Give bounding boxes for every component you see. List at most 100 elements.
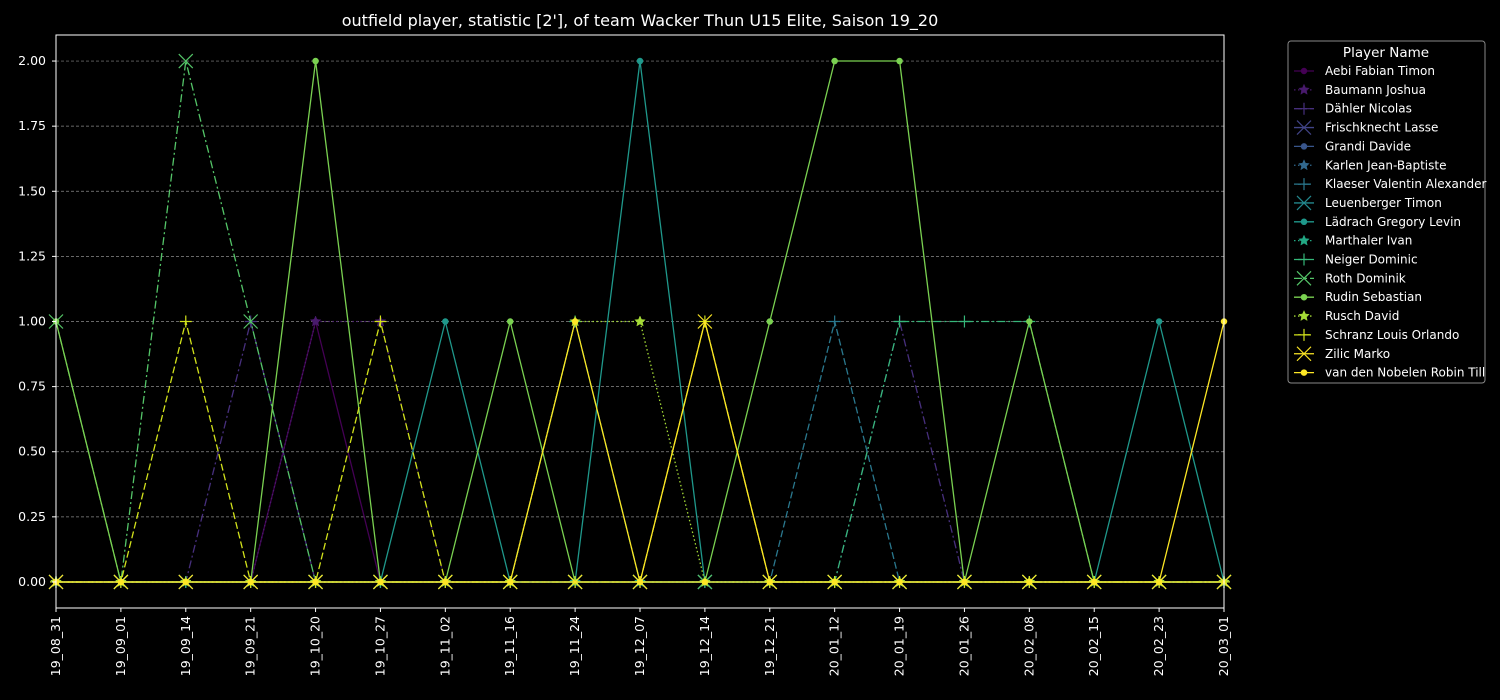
data-point bbox=[896, 57, 903, 65]
legend-item: Frischknecht Lasse bbox=[1294, 120, 1438, 135]
legend-item: Grandi Davide bbox=[1294, 139, 1411, 153]
y-tick-label: 2.00 bbox=[18, 53, 46, 68]
legend-item: Roth Dominik bbox=[1294, 270, 1406, 286]
data-point bbox=[701, 578, 709, 586]
legend-item: van den Nobelen Robin Till bbox=[1294, 366, 1485, 380]
data-point bbox=[442, 318, 449, 325]
data-point bbox=[831, 57, 838, 65]
x-tick-label: 19_09_14 bbox=[178, 616, 193, 676]
legend-marker bbox=[1300, 369, 1308, 376]
data-point bbox=[442, 578, 449, 586]
data-point bbox=[831, 578, 838, 586]
data-point bbox=[374, 315, 387, 328]
data-point bbox=[896, 578, 903, 586]
data-point bbox=[961, 578, 968, 586]
data-point bbox=[636, 578, 644, 586]
legend-marker bbox=[1298, 234, 1310, 246]
data-point bbox=[377, 578, 384, 586]
legend-item: Karlen Jean-Baptiste bbox=[1294, 158, 1446, 172]
legend-item: Lädrach Gregory Levin bbox=[1294, 215, 1461, 229]
legend-label: Grandi Davide bbox=[1325, 139, 1411, 153]
data-point bbox=[1090, 578, 1098, 586]
legend-label: Lädrach Gregory Levin bbox=[1325, 215, 1461, 229]
legend-marker bbox=[1296, 195, 1312, 211]
legend-marker bbox=[1298, 328, 1310, 341]
legend-label: van den Nobelen Robin Till bbox=[1325, 366, 1485, 380]
x-tick-label: 20_02_08 bbox=[1021, 616, 1036, 676]
legend-label: Frischknecht Lasse bbox=[1325, 121, 1438, 135]
legend-marker bbox=[1298, 178, 1310, 191]
legend-marker bbox=[1300, 293, 1308, 301]
y-tick-label: 1.50 bbox=[18, 183, 46, 198]
legend-item: Rusch David bbox=[1294, 309, 1399, 323]
legend-marker bbox=[1298, 309, 1310, 322]
data-point bbox=[312, 57, 319, 65]
x-tick-label: 19_12_07 bbox=[632, 616, 647, 676]
legend-label: Zilic Marko bbox=[1325, 347, 1390, 361]
legend-frame bbox=[1287, 40, 1486, 384]
legend-item: Dähler Nicolas bbox=[1294, 102, 1412, 116]
data-point bbox=[117, 578, 125, 586]
x-axis: 19_08_31 19_09_01 19_09_14 19_09_21 19_10_20… bbox=[48, 608, 1231, 676]
legend-label: Baumann Joshua bbox=[1325, 83, 1426, 97]
data-point bbox=[567, 574, 583, 590]
y-tick-label: 1.75 bbox=[18, 118, 46, 133]
data-point bbox=[312, 578, 319, 586]
legend-label: Aebi Fabian Timon bbox=[1325, 64, 1435, 78]
legend-item: Klaeser Valentin Alexander bbox=[1294, 177, 1487, 191]
legend-item: Schranz Louis Orlando bbox=[1294, 328, 1459, 342]
legend-marker bbox=[1298, 159, 1310, 171]
legend-item: Baumann Joshua bbox=[1294, 83, 1426, 97]
x-tick-label: 19_12_21 bbox=[762, 616, 777, 676]
data-point bbox=[1155, 578, 1163, 586]
legend-label: Klaeser Valentin Alexander bbox=[1325, 177, 1487, 191]
data-point bbox=[247, 578, 254, 586]
data-point bbox=[636, 57, 644, 65]
legend-label: Schranz Louis Orlando bbox=[1325, 328, 1459, 342]
chart-title: outfield player, statistic [2'], of team… bbox=[342, 11, 939, 31]
legend-label: Dähler Nicolas bbox=[1325, 102, 1412, 116]
legend-title: Player Name bbox=[1343, 45, 1429, 61]
legend-label: Rusch David bbox=[1325, 309, 1399, 323]
x-tick-label: 20_02_23 bbox=[1151, 616, 1166, 676]
x-tick-label: 20_01_12 bbox=[827, 616, 842, 676]
y-axis: 0.00 0.25 0.50 0.75 1.00 1.25 1.50 1.75 2.00 bbox=[18, 53, 56, 589]
legend-item: Marthaler Ivan bbox=[1294, 234, 1412, 248]
legend-label: Neiger Dominic bbox=[1325, 253, 1418, 267]
legend-label: Marthaler Ivan bbox=[1325, 234, 1412, 248]
legend-label: Roth Dominik bbox=[1325, 271, 1406, 285]
data-point bbox=[182, 578, 190, 586]
data-point bbox=[697, 314, 713, 329]
legend-marker bbox=[1296, 120, 1312, 135]
x-tick-label: 20_01_26 bbox=[956, 616, 971, 676]
x-tick-label: 20_03_01 bbox=[1216, 616, 1231, 676]
x-tick-label: 19_08_31 bbox=[48, 616, 63, 676]
y-tick-label: 1.25 bbox=[18, 248, 46, 263]
legend-item: Leuenberger Timon bbox=[1294, 195, 1442, 211]
x-tick-label: 20_02_15 bbox=[1086, 616, 1101, 676]
x-tick-label: 19_09_01 bbox=[113, 616, 128, 676]
x-tick-label: 20_01_19 bbox=[892, 616, 907, 676]
legend-item: Aebi Fabian Timon bbox=[1294, 64, 1435, 78]
data-point bbox=[179, 315, 192, 328]
data-point bbox=[506, 578, 514, 586]
data-point bbox=[1026, 318, 1033, 325]
series-16 bbox=[52, 318, 1228, 586]
legend-marker bbox=[1298, 102, 1310, 115]
y-tick-label: 0.50 bbox=[18, 444, 46, 459]
legend-marker bbox=[1300, 143, 1308, 150]
legend-item: Neiger Dominic bbox=[1294, 253, 1418, 267]
legend-item: Zilic Marko bbox=[1294, 346, 1390, 362]
data-point bbox=[828, 315, 841, 328]
x-tick-label: 19_11_24 bbox=[567, 616, 582, 676]
y-tick-label: 1.00 bbox=[18, 314, 46, 329]
legend-label: Rudin Sebastian bbox=[1325, 290, 1422, 304]
legend-marker bbox=[1300, 218, 1308, 226]
legend-label: Karlen Jean-Baptiste bbox=[1325, 158, 1446, 172]
x-tick-label: 19_09_21 bbox=[243, 616, 258, 676]
data-point bbox=[571, 318, 579, 325]
data-point bbox=[893, 315, 906, 328]
data-point bbox=[1026, 578, 1033, 586]
legend-label: Leuenberger Timon bbox=[1325, 196, 1442, 210]
